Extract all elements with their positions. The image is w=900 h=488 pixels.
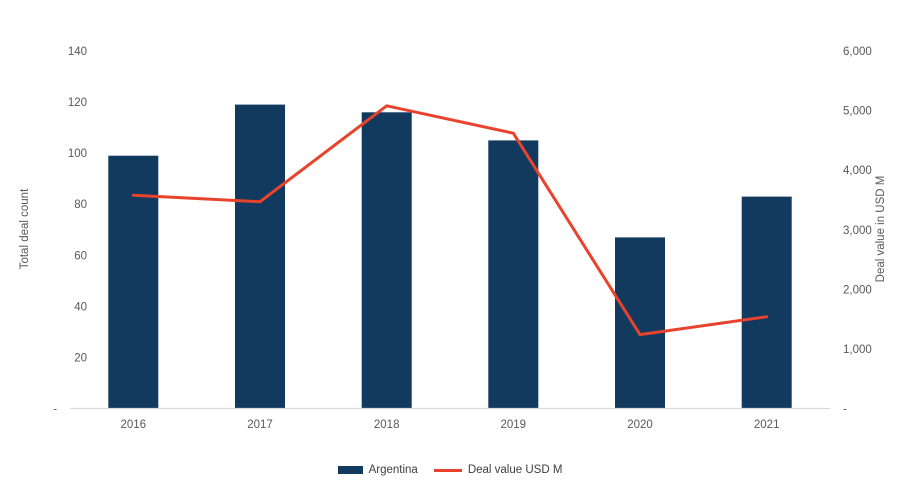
left-axis-ticks: - 20 40 60 80 100 120 140 (53, 46, 87, 416)
right-tick-label: - (843, 404, 847, 416)
bar-2020 (615, 237, 665, 409)
chart-legend: Argentina Deal value USD M (0, 460, 900, 480)
x-tick-label-2019: 2019 (501, 419, 527, 431)
right-tick-label: 1,000 (843, 344, 872, 356)
legend-label-deal-value: Deal value USD M (467, 464, 563, 476)
x-tick-label-2021: 2021 (754, 419, 780, 431)
left-tick-label: 100 (68, 148, 87, 160)
right-tick-label: 6,000 (843, 46, 872, 58)
right-tick-label: 4,000 (843, 165, 872, 177)
bar-2018 (361, 112, 412, 409)
left-tick-label: 40 (74, 301, 87, 313)
left-axis-title: Total deal count (19, 188, 31, 270)
left-tick-label: 140 (68, 46, 87, 58)
bar-2017 (235, 104, 285, 409)
left-tick-label: 80 (74, 199, 87, 211)
left-tick-label: 120 (68, 97, 87, 109)
legend-item-argentina: Argentina (337, 464, 418, 476)
right-axis-ticks: - 1,000 2,000 3,000 4,000 5,000 6,000 (843, 46, 872, 416)
bar-2019 (488, 140, 539, 409)
x-tick-label-2018: 2018 (374, 419, 400, 431)
left-tick-label: 20 (74, 352, 87, 364)
x-axis-ticks: 2016 2017 2018 2019 2020 2021 (121, 419, 780, 431)
line-swatch-icon (433, 468, 462, 472)
right-tick-label: 2,000 (843, 284, 872, 296)
right-tick-label: 5,000 (843, 106, 872, 118)
bar-series-group (108, 104, 792, 409)
legend-item-deal-value: Deal value USD M (433, 464, 563, 476)
x-tick-label-2016: 2016 (121, 419, 147, 431)
right-axis-title: Deal value in USD M (875, 175, 887, 283)
x-tick-label-2017: 2017 (247, 419, 273, 431)
bar-2021 (741, 196, 792, 409)
left-tick-label: - (53, 404, 57, 416)
bar-2016 (108, 155, 159, 409)
legend-label-argentina: Argentina (368, 464, 418, 476)
left-tick-label: 60 (74, 250, 87, 262)
x-tick-label-2020: 2020 (627, 419, 653, 431)
line-series-group (131, 104, 769, 337)
right-tick-label: 3,000 (843, 225, 872, 237)
bar-swatch-icon (337, 466, 363, 474)
deal-value-line (131, 104, 769, 337)
